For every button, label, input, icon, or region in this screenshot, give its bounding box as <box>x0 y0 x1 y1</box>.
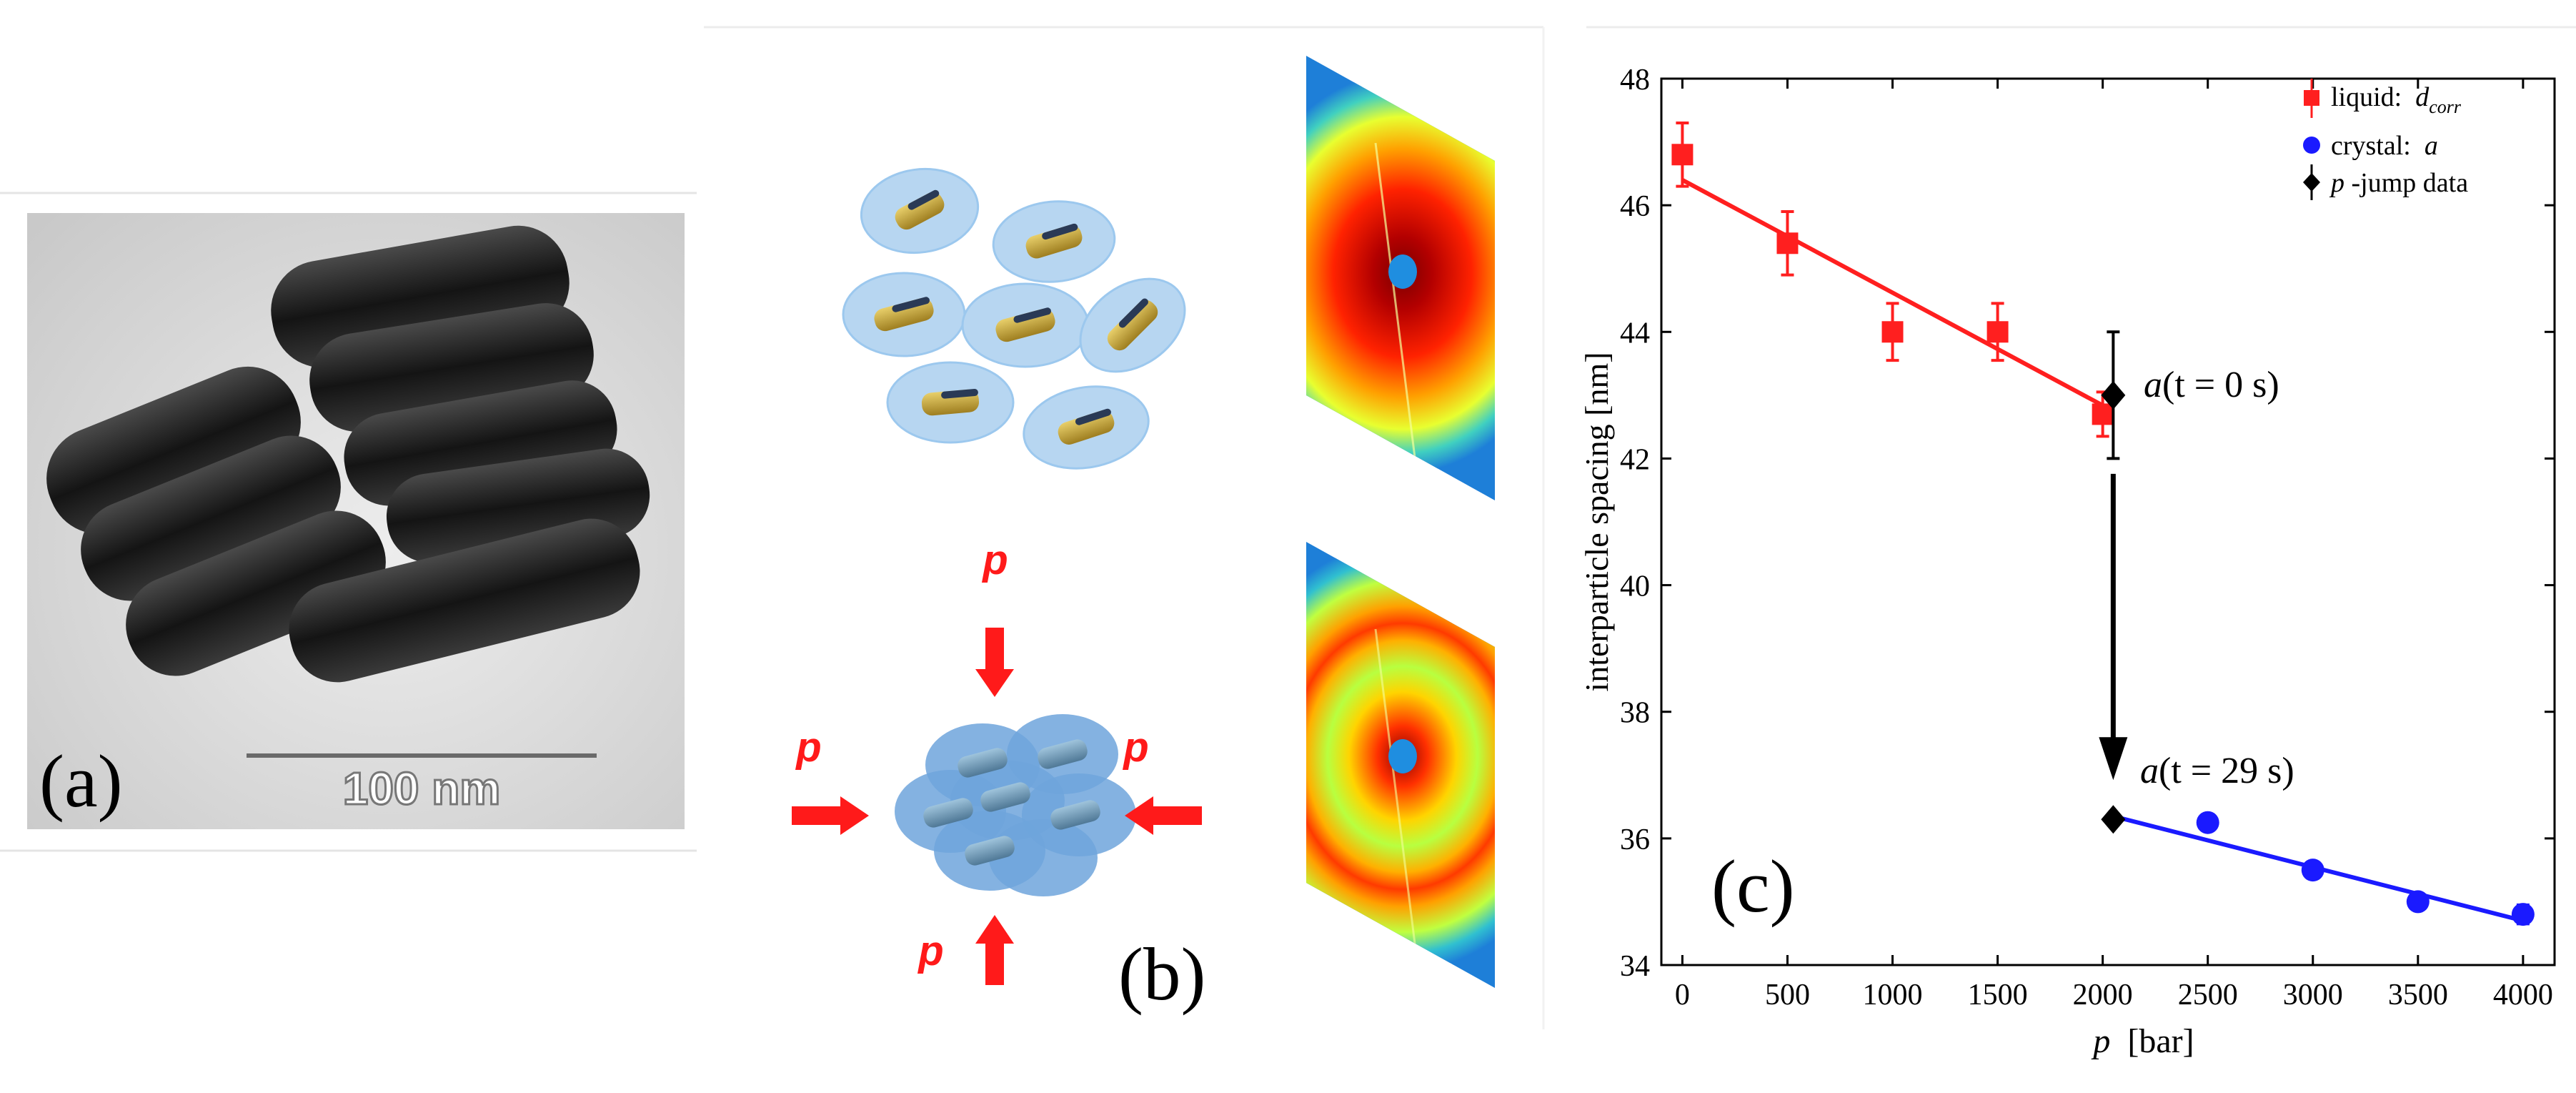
pressure-arrows: p p p p <box>792 537 1202 985</box>
y-tick-label: 36 <box>1620 824 1650 856</box>
data-points <box>1671 122 2535 926</box>
x-tick-label: 2500 <box>2178 979 2238 1012</box>
y-tick-label: 38 <box>1620 697 1650 730</box>
data-point-liquid <box>1776 232 1799 254</box>
y-tick-label: 44 <box>1620 317 1650 350</box>
nanorod-with-halo <box>961 282 1090 368</box>
y-axis: 34 36 38 40 42 44 46 48 <box>1620 64 2555 983</box>
fit-line-liquid <box>1681 178 2114 413</box>
y-tick-label: 40 <box>1620 570 1650 603</box>
plot-frame <box>1660 77 2556 966</box>
legend-label-p-jump: p -jump data <box>2329 168 2468 198</box>
scale-bar-label: 100 nm <box>343 763 501 814</box>
compressed-nanorod-cluster <box>895 714 1136 896</box>
dilute-nanorod-suspension <box>842 167 1186 470</box>
legend-label-crystal: crystal: a <box>2331 131 2438 161</box>
y-tick-label: 42 <box>1620 443 1650 476</box>
nanorod-with-halo <box>860 167 980 254</box>
panel-c-label: (c) <box>1711 844 1795 928</box>
x-tick-label: 4000 <box>2493 979 2553 1012</box>
tem-rod <box>126 510 386 676</box>
fit-lines <box>1681 178 2524 923</box>
data-point-liquid <box>2092 403 2114 425</box>
data-point-p-jump <box>2101 380 2126 410</box>
pressure-arrow-right <box>1125 796 1202 835</box>
saxs-pattern-crystal <box>1306 542 1495 988</box>
saxs-pattern-liquid <box>1306 56 1495 500</box>
panel-a: 100 nm (a) <box>0 192 697 852</box>
y-tick-label: 34 <box>1620 950 1650 983</box>
x-axis: 0 500 1000 1500 2000 2500 3000 3500 4000 <box>1675 79 2553 1012</box>
panel-b: p p p p (b) <box>704 26 1545 1029</box>
x-tick-label: 2000 <box>2073 979 2133 1012</box>
pressure-label-top: p <box>981 537 1008 583</box>
annotation-t29: a(t = 29 s) <box>2140 751 2294 791</box>
x-axis-label: p [bar] <box>2091 1022 2194 1060</box>
annotation-t0: a(t = 0 s) <box>2144 365 2279 405</box>
panel-c-chart: 34 36 38 40 42 44 46 48 0 500 1000 1500 2000 2500 300… <box>1578 26 2576 1060</box>
x-tick-label: 1500 <box>1968 979 2028 1012</box>
panel-b-label: (b) <box>1118 932 1205 1016</box>
data-point-crystal <box>2406 890 2430 914</box>
tem-nanorods <box>46 225 650 683</box>
pressure-arrow-top <box>975 628 1014 697</box>
data-point-liquid <box>1881 321 1904 343</box>
pressure-label-bottom: p <box>917 928 943 974</box>
data-point-p-jump <box>2101 805 2126 834</box>
pressure-label-right: p <box>1122 724 1148 771</box>
tem-rod <box>46 366 301 535</box>
pressure-jump-arrow <box>2099 473 2128 781</box>
tem-rod <box>81 435 341 601</box>
tem-rod <box>289 518 640 683</box>
x-tick-label: 3500 <box>2388 979 2448 1012</box>
legend: liquid: dcorr crystal: a p -jump data <box>2303 79 2468 200</box>
data-point-crystal <box>2196 811 2219 834</box>
pressure-label-left: p <box>795 724 821 771</box>
nanorod-with-halo <box>1023 385 1150 470</box>
data-point-crystal <box>2301 859 2324 882</box>
panel-a-label: (a) <box>39 739 123 823</box>
y-axis-label: interparticle spacing [nm] <box>1578 352 1615 691</box>
data-point-liquid <box>1671 144 1694 166</box>
nanorod-with-halo <box>842 272 966 357</box>
legend-item-liquid: liquid: dcorr <box>2304 79 2462 118</box>
x-tick-label: 500 <box>1765 979 1810 1012</box>
data-point-liquid <box>1986 321 2009 343</box>
nanorod-with-halo <box>1079 277 1186 373</box>
jump-arrow-head <box>2099 737 2128 781</box>
y-tick-label: 48 <box>1620 64 1650 97</box>
pressure-arrow-bottom <box>975 915 1014 985</box>
pressure-arrow-left <box>792 796 869 835</box>
y-tick-label: 46 <box>1620 190 1650 223</box>
legend-item-p-jump: p -jump data <box>2303 164 2468 200</box>
x-tick-label: 0 <box>1675 979 1690 1012</box>
legend-item-crystal: crystal: a <box>2303 131 2438 161</box>
nanorod-with-halo <box>886 361 1015 444</box>
nanorod-with-halo <box>992 200 1116 283</box>
x-tick-label: 3000 <box>2283 979 2343 1012</box>
x-tick-label: 1000 <box>1863 979 1923 1012</box>
data-point-crystal <box>2511 903 2535 926</box>
legend-label-liquid: liquid: dcorr <box>2331 82 2462 117</box>
